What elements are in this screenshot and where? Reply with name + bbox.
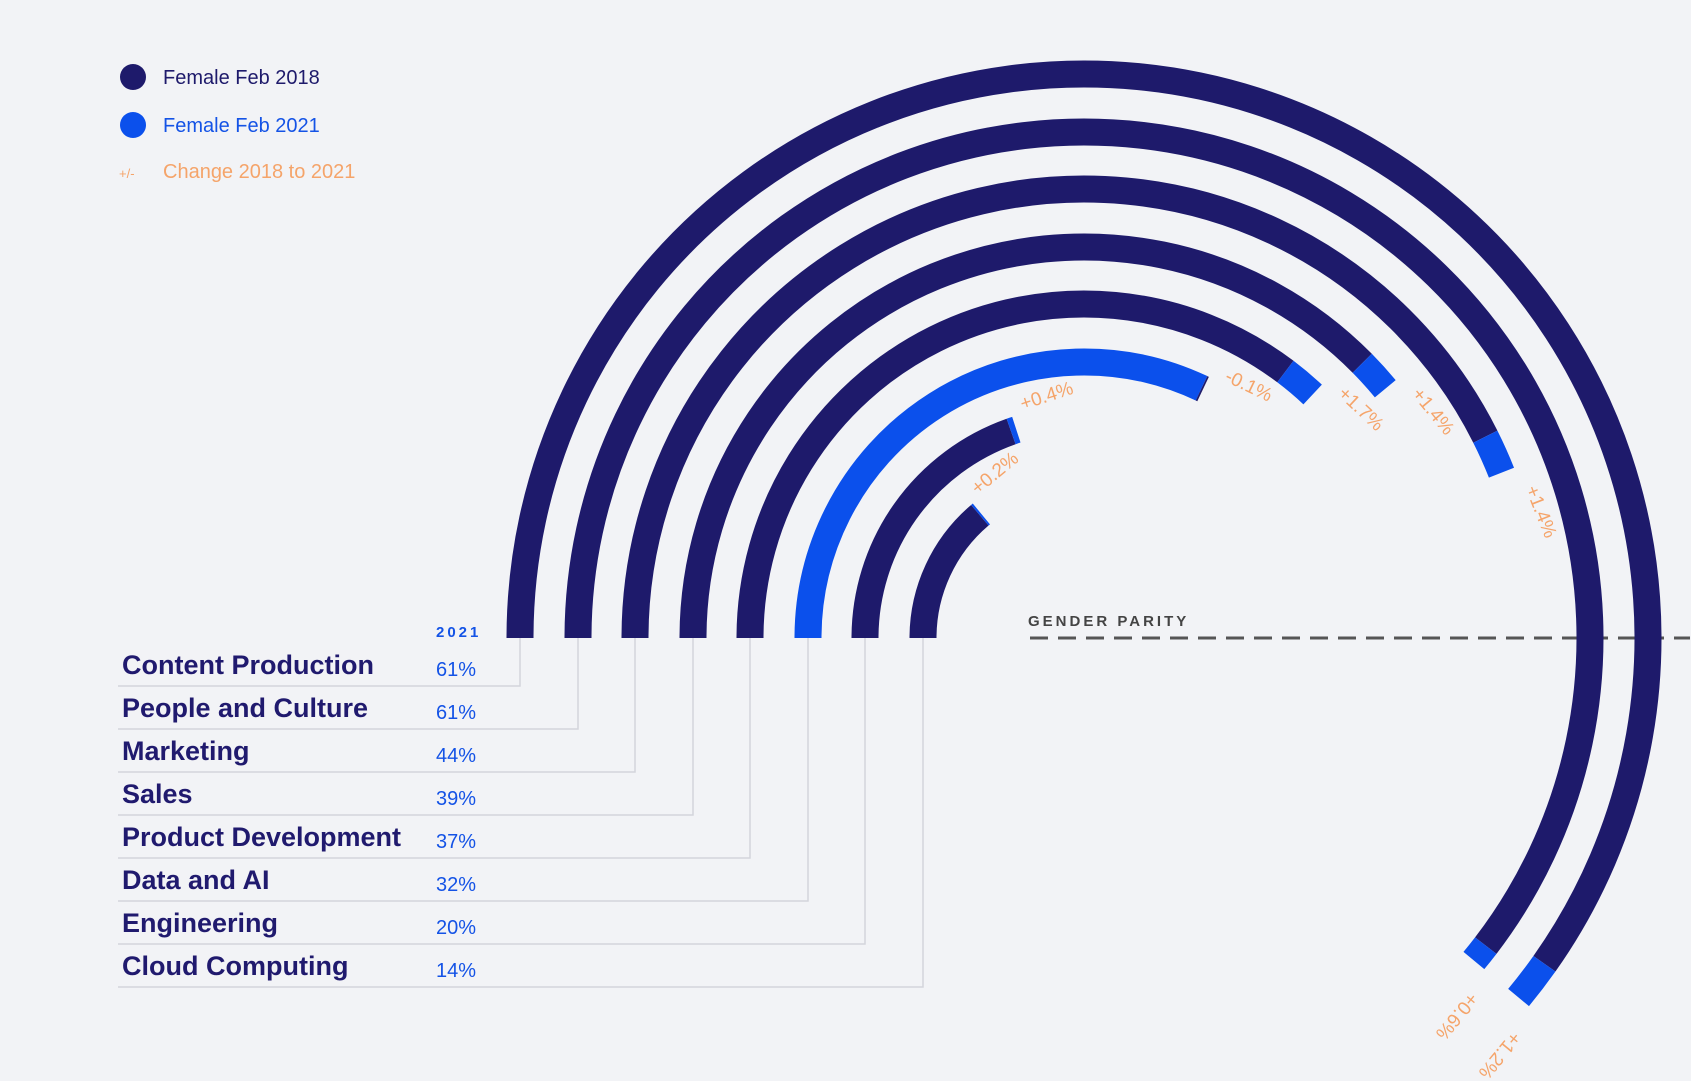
connector-marketing (118, 638, 636, 773)
pct-2021-content-production: 61% (436, 659, 476, 681)
connector-cloud-computing (118, 638, 924, 988)
legend-label-2018: Female Feb 2018 (163, 67, 320, 89)
legend: Female Feb 2018 Female Feb 2021 +/- Chan… (119, 64, 355, 183)
arc-2021-people-and-culture (1463, 937, 1497, 970)
legend-label-2021: Female Feb 2021 (163, 115, 320, 137)
connector-engineering (118, 638, 866, 945)
parity-label: GENDER PARITY (1028, 613, 1189, 630)
arc-2018-data-and-ai (794, 348, 1208, 639)
change-label-people-and-culture: +0.6% (1431, 988, 1482, 1043)
arc-2018-product-development (736, 290, 1294, 639)
table-header-year: 2021 (436, 624, 481, 641)
arc-2021-sales (1352, 353, 1396, 398)
arc-2021-cloud-computing (971, 503, 990, 526)
legend-marker-2021 (120, 112, 146, 138)
connector-content-production (118, 638, 521, 687)
category-label-content-production: Content Production (122, 650, 374, 680)
category-label-cloud-computing: Cloud Computing (122, 951, 348, 981)
connector-product-development (118, 638, 751, 859)
pct-2021-people-and-culture: 61% (436, 702, 476, 724)
pct-2021-cloud-computing: 14% (436, 960, 476, 982)
pct-2021-engineering: 20% (436, 917, 476, 939)
legend-change-symbol: +/- (119, 166, 135, 181)
pct-2021-marketing: 44% (436, 745, 476, 767)
connector-data-and-ai (118, 638, 809, 902)
arc-2018-cloud-computing (909, 504, 989, 639)
arc-2018-people-and-culture (564, 118, 1604, 954)
arc-2021-marketing (1473, 430, 1515, 478)
connector-sales (118, 638, 694, 816)
connectors (118, 638, 924, 988)
arcs (506, 60, 1662, 1007)
arc-2018-engineering (851, 418, 1016, 639)
pct-2021-product-development: 37% (436, 831, 476, 853)
category-label-engineering: Engineering (122, 908, 278, 938)
arc-2018-content-production (506, 60, 1662, 972)
category-label-sales: Sales (122, 779, 193, 809)
arc-2021-product-development (1277, 360, 1322, 405)
category-label-data-and-ai: Data and AI (122, 865, 270, 895)
arc-2021-data-and-ai (1195, 376, 1209, 402)
category-label-product-development: Product Development (122, 822, 401, 852)
pct-2021-data-and-ai: 32% (436, 874, 476, 896)
change-label-content-production: +1.2% (1474, 1027, 1525, 1081)
arc-2018-sales (679, 233, 1372, 639)
category-label-people-and-culture: People and Culture (122, 693, 368, 723)
legend-label-change: Change 2018 to 2021 (163, 161, 355, 183)
connector-people-and-culture (118, 638, 579, 730)
pct-2021-sales: 39% (436, 788, 476, 810)
arc-2021-content-production (1508, 955, 1556, 1007)
change-label-engineering: +0.4% (1018, 378, 1076, 415)
legend-marker-2018 (120, 64, 146, 90)
category-label-marketing: Marketing (122, 736, 250, 766)
row-labels: +1.2% Content Production 61% +0.6% People an… (122, 366, 1560, 1081)
arc-2018-marketing (621, 175, 1498, 639)
arc-2021-engineering (1006, 416, 1021, 445)
